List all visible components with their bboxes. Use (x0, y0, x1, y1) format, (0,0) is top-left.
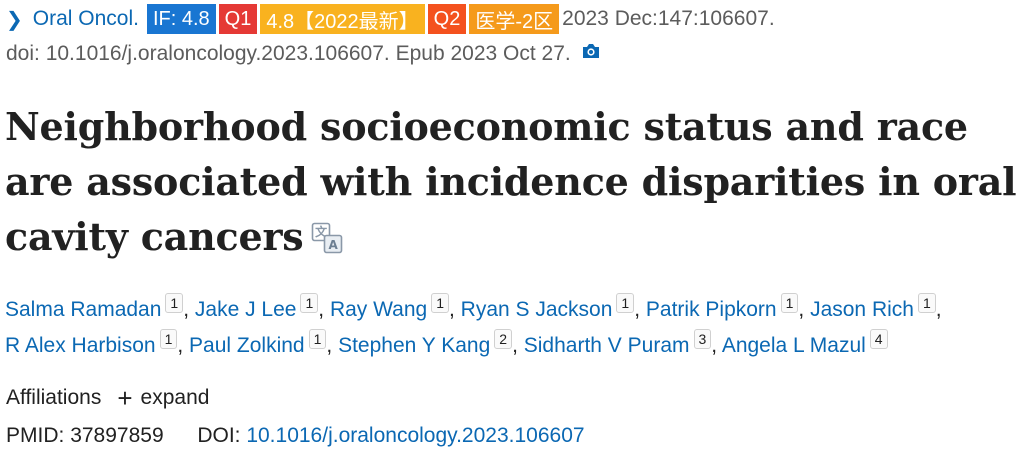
affiliation-ref[interactable]: 1 (300, 293, 319, 313)
author-item: Jason Rich 1 (810, 293, 936, 321)
pmid-label: PMID: (6, 424, 65, 447)
affiliation-ref[interactable]: 1 (431, 293, 449, 313)
author-item: Salma Ramadan 1 (5, 293, 184, 321)
author-link[interactable]: Sidharth V Puram (523, 334, 690, 357)
author-item: Ryan S Jackson 1 (460, 293, 635, 321)
affiliation-ref[interactable]: 1 (780, 293, 799, 313)
pmid-value: 37897859 (70, 424, 164, 447)
if-2022-badge: 4.8【2022最新】 (260, 4, 425, 34)
expand-label: expand (140, 386, 210, 409)
affiliation-ref[interactable]: 1 (308, 329, 327, 349)
author-item: Jake J Lee 1 (194, 293, 319, 321)
expand-affiliations-button[interactable]: + expand (117, 385, 209, 411)
author-item: Sidharth V Puram 3 (523, 329, 712, 357)
publication-date: 2023 Dec:147:106607. (562, 7, 775, 30)
author-item: Paul Zolkind 1 (189, 329, 327, 357)
author-link[interactable]: Salma Ramadan (5, 298, 162, 321)
doi-line: doi: 10.1016/j.oraloncology.2023.106607.… (6, 38, 601, 70)
doi-epub-text: doi: 10.1016/j.oraloncology.2023.106607.… (6, 42, 571, 65)
author-link[interactable]: R Alex Harbison (5, 334, 156, 357)
article-title: Neighborhood socioeconomic status and ra… (5, 99, 1024, 268)
author-list: Salma Ramadan 1, Jake J Lee 1, Ray Wang 1, … (5, 293, 942, 357)
author-link[interactable]: Ryan S Jackson (460, 298, 613, 321)
author-link[interactable]: Ray Wang (329, 298, 428, 321)
affiliation-ref[interactable]: 3 (693, 329, 712, 349)
affiliations-label: Affiliations (6, 386, 102, 409)
chevron-right-icon[interactable]: ❯ (6, 8, 23, 31)
author-item: R Alex Harbison 1 (5, 329, 178, 357)
affiliation-ref[interactable]: 4 (869, 329, 888, 349)
identifiers-row: PMID: 37897859 DOI: 10.1016/j.oraloncolo… (6, 424, 585, 448)
doi-label: DOI: (197, 424, 241, 447)
plus-icon: + (117, 383, 133, 413)
translate-icon[interactable]: 文 A (311, 213, 343, 268)
quartile-badge: Q1 (218, 4, 258, 34)
affiliations-row: Affiliations + expand (6, 385, 209, 411)
author-link[interactable]: Jason Rich (810, 298, 914, 321)
zone-badge: 医学-2区 (469, 4, 560, 34)
affiliation-ref[interactable]: 2 (494, 329, 513, 349)
author-item: Patrik Pipkorn 1 (645, 293, 799, 321)
affiliation-ref[interactable]: 1 (159, 329, 178, 349)
svg-text:A: A (329, 238, 339, 252)
affiliation-ref[interactable]: 1 (616, 293, 635, 313)
impact-factor-badge: IF: 4.8 (146, 4, 216, 34)
journal-link[interactable]: Oral Oncol. (32, 7, 139, 30)
quartile-2-badge: Q2 (427, 4, 467, 34)
author-item: Ray Wang 1 (329, 293, 449, 321)
article-title-text: Neighborhood socioeconomic status and ra… (5, 104, 1017, 259)
camera-icon[interactable] (581, 42, 601, 66)
author-link[interactable]: Paul Zolkind (189, 334, 305, 357)
author-link[interactable]: Angela L Mazul (721, 334, 866, 357)
author-item: Stephen Y Kang 2 (338, 329, 513, 357)
author-link[interactable]: Jake J Lee (194, 298, 297, 321)
citation-line: ❯ Oral Oncol. IF: 4.8 Q1 4.8【2022最新】 Q2 … (6, 3, 775, 35)
doi-link[interactable]: 10.1016/j.oraloncology.2023.106607 (246, 424, 585, 447)
author-link[interactable]: Stephen Y Kang (338, 334, 491, 357)
author-item: Angela L Mazul 4 (721, 329, 888, 357)
affiliation-ref[interactable]: 1 (165, 293, 184, 313)
affiliation-ref[interactable]: 1 (917, 293, 936, 313)
author-link[interactable]: Patrik Pipkorn (645, 298, 777, 321)
